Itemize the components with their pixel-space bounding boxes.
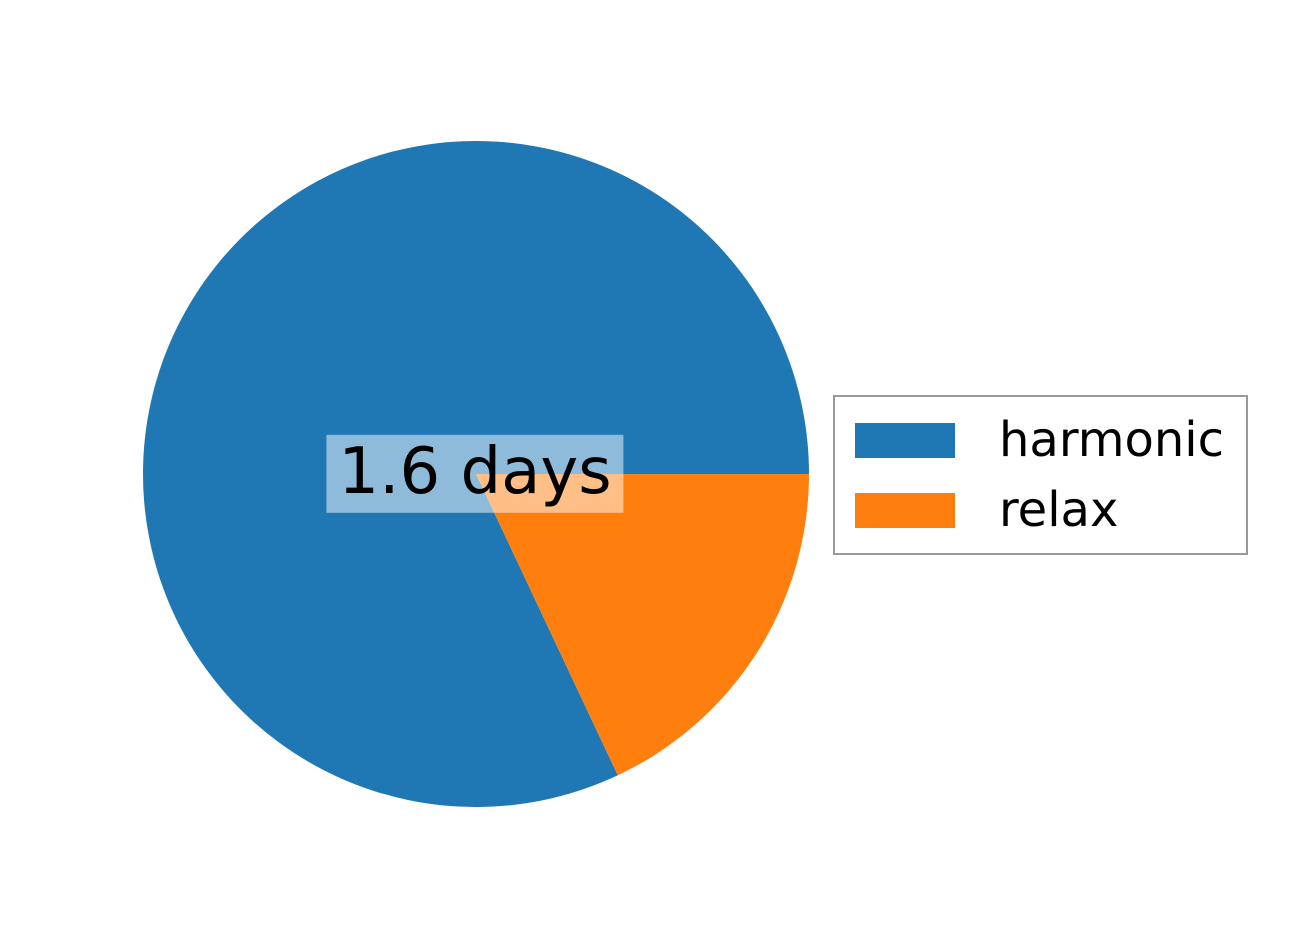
legend-swatch-harmonic — [855, 422, 955, 458]
legend-swatch-relax — [855, 492, 955, 528]
legend-label-relax: relax — [999, 482, 1119, 538]
pie-slice-relax — [476, 474, 809, 776]
legend-label-harmonic: harmonic — [999, 412, 1224, 468]
legend-item-relax: relax — [855, 485, 1226, 535]
legend-item-harmonic: harmonic — [855, 415, 1226, 465]
legend-box: harmonic relax — [833, 395, 1248, 555]
pie-center-label: 1.6 days — [326, 434, 624, 514]
